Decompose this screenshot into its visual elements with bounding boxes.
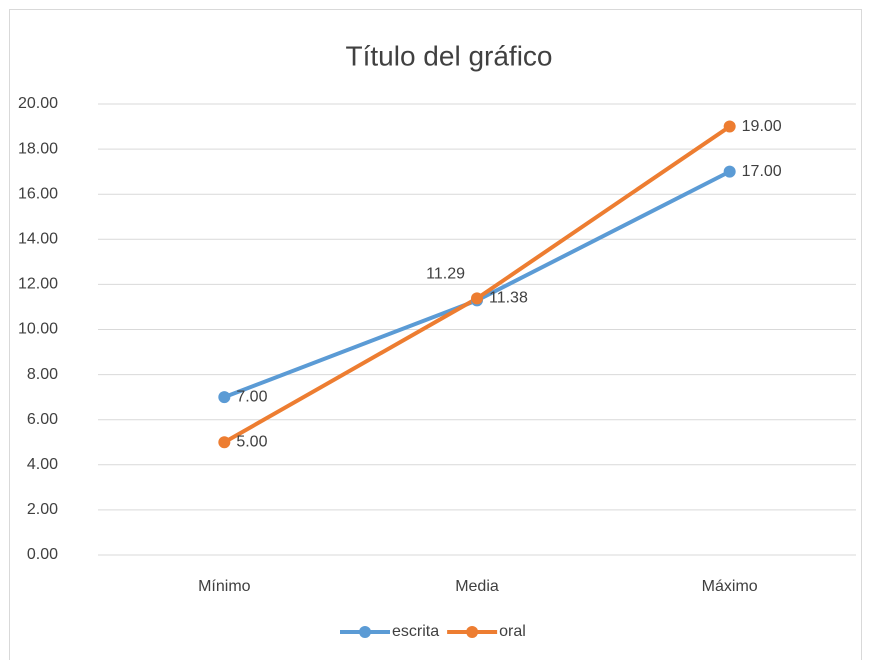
data-label: 11.29 bbox=[426, 266, 465, 283]
data-point bbox=[471, 292, 483, 305]
y-tick-label: 10.00 bbox=[18, 321, 58, 338]
y-tick-label: 20.00 bbox=[18, 95, 58, 112]
y-tick-label: 18.00 bbox=[18, 140, 58, 157]
y-tick-label: 2.00 bbox=[27, 501, 58, 518]
y-tick-label: 4.00 bbox=[27, 456, 58, 473]
y-tick-label: 8.00 bbox=[27, 366, 58, 383]
chart-frame bbox=[9, 9, 862, 660]
legend-marker bbox=[466, 626, 479, 638]
y-tick-label: 16.00 bbox=[18, 185, 58, 202]
data-point bbox=[723, 120, 736, 133]
data-label: 17.00 bbox=[742, 163, 782, 180]
data-label: 11.38 bbox=[489, 290, 528, 307]
chart-title: Título del gráfico bbox=[346, 40, 553, 71]
legend-label: escrita bbox=[392, 623, 439, 640]
data-point bbox=[723, 165, 736, 178]
data-label: 5.00 bbox=[236, 433, 267, 450]
legend-marker bbox=[359, 626, 371, 638]
y-tick-label: 12.00 bbox=[18, 276, 58, 293]
data-label: 19.00 bbox=[742, 118, 782, 135]
x-tick-label: Máximo bbox=[702, 578, 758, 595]
x-tick-label: Mínimo bbox=[198, 578, 251, 595]
y-tick-label: 0.00 bbox=[27, 546, 58, 563]
data-label: 7.00 bbox=[236, 388, 267, 405]
x-tick-label: Media bbox=[455, 578, 499, 595]
data-point bbox=[218, 391, 231, 404]
legend-label: oral bbox=[499, 623, 526, 640]
y-tick-label: 14.00 bbox=[18, 231, 58, 248]
y-tick-label: 6.00 bbox=[27, 411, 58, 428]
data-point bbox=[218, 436, 231, 449]
